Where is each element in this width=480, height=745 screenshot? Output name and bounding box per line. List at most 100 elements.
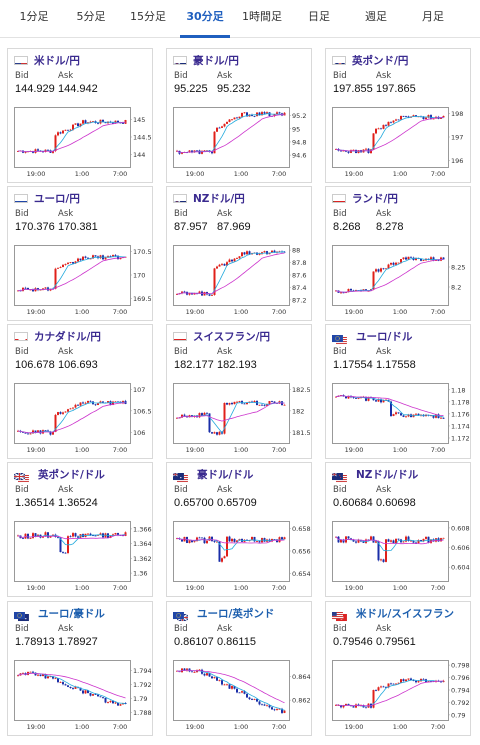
candle-body bbox=[392, 120, 395, 123]
bid-label: Bid bbox=[333, 485, 347, 495]
currency-pair[interactable]: NZドル/円 bbox=[193, 192, 245, 205]
candle-body bbox=[417, 540, 420, 543]
candle-body bbox=[57, 267, 59, 269]
x-tick-label: 1:00 bbox=[234, 723, 249, 731]
chart-frame bbox=[14, 660, 131, 721]
rate-card[interactable]: ランド/円 Bid Ask 8.268 8.278 8.25 8.2 19:00 1:00 7:0… bbox=[325, 186, 471, 321]
candle-body bbox=[188, 150, 191, 153]
candle-body bbox=[243, 403, 246, 405]
rate-card[interactable]: 豪ドル/円 Bid Ask 95.225 95.232 95.2 95 94.8 94.6 19:… bbox=[166, 48, 312, 183]
candle-body bbox=[79, 687, 82, 691]
candle-body bbox=[246, 693, 248, 698]
candle-body bbox=[340, 292, 342, 294]
bid-value: 197.855 bbox=[333, 83, 373, 95]
rate-card[interactable]: ユーロ/円 Bid Ask 170.376 170.381 170.5 170 169.5 19… bbox=[7, 186, 153, 321]
candle-body bbox=[22, 538, 24, 540]
candle-body bbox=[352, 539, 355, 542]
candle-body bbox=[57, 412, 59, 415]
currency-pair[interactable]: ランド/円 bbox=[352, 192, 398, 205]
candle-body bbox=[208, 294, 211, 296]
candle-body bbox=[191, 150, 193, 153]
x-tick-label: 1:00 bbox=[75, 446, 90, 454]
candle-body bbox=[228, 119, 231, 122]
candle-body bbox=[233, 258, 236, 262]
candle-body bbox=[266, 403, 268, 406]
rate-card[interactable]: 英ポンド/ドル Bid Ask 1.36514 1.36524 1.366 1.364 1.3… bbox=[7, 462, 153, 597]
candle-body bbox=[104, 257, 107, 260]
currency-pair[interactable]: ユーロ/円 bbox=[34, 192, 80, 205]
tab-5[interactable]: 1時間足 bbox=[242, 10, 282, 23]
candle-body bbox=[89, 121, 92, 123]
candle-body bbox=[17, 151, 19, 152]
y-tick-label: 88 bbox=[292, 247, 300, 255]
rate-card[interactable]: ユーロ/英ポンド Bid Ask 0.86107 0.86115 0.864 0.862 19… bbox=[166, 601, 312, 736]
candle-body bbox=[246, 251, 248, 255]
currency-pair[interactable]: スイスフラン/円 bbox=[193, 330, 271, 343]
bid-label: Bid bbox=[174, 347, 188, 357]
currency-pair[interactable]: 豪ドル/円 bbox=[193, 54, 239, 67]
rate-card[interactable]: 米ドル/円 Bid Ask 144.929 144.942 145 144.5 144 19:0… bbox=[7, 48, 153, 183]
ask-label: Ask bbox=[58, 347, 74, 357]
rate-card[interactable]: 米ドル/スイスフラン Bid Ask 0.79546 0.79561 0.798 0.796… bbox=[325, 601, 471, 736]
tab-8[interactable]: 月足 bbox=[422, 10, 444, 23]
y-tick-label: 198 bbox=[451, 110, 463, 118]
tab-7[interactable]: 週足 bbox=[365, 10, 387, 23]
tab-3[interactable]: 15分足 bbox=[130, 10, 166, 23]
currency-pair[interactable]: 豪ドル/ドル bbox=[197, 468, 254, 481]
rate-card[interactable]: ユーロ/ドル Bid Ask 1.17554 1.17558 1.18 1.178 1.176… bbox=[325, 324, 471, 459]
candle-body bbox=[29, 289, 32, 291]
currency-pair[interactable]: 英ポンド/ドル bbox=[38, 468, 105, 481]
candle-body bbox=[387, 683, 390, 688]
candle-body bbox=[213, 677, 216, 679]
currency-pair[interactable]: 米ドル/円 bbox=[34, 54, 80, 67]
candle-body bbox=[246, 402, 248, 405]
candle-body bbox=[92, 694, 94, 696]
candle-body bbox=[236, 117, 238, 119]
ask-value: 95.232 bbox=[217, 83, 251, 95]
timeframe-tabs: 1分足 5分足 15分足 30分足 1時間足 日足 週足 月足 bbox=[0, 0, 480, 38]
y-tick-label: 0.658 bbox=[292, 525, 311, 533]
candle-body bbox=[79, 258, 82, 261]
rate-card[interactable]: 豪ドル/ドル Bid Ask 0.65700 0.65709 0.658 0.656 0.65… bbox=[166, 462, 312, 597]
candle-body bbox=[402, 257, 405, 259]
currency-pair[interactable]: ユーロ/英ポンド bbox=[197, 607, 275, 620]
candle-body bbox=[442, 417, 445, 419]
rate-card[interactable]: ユーロ/豪ドル Bid Ask 1.78913 1.78927 1.794 1.792 1.7… bbox=[7, 601, 153, 736]
tab-4[interactable]: 30分足 bbox=[176, 10, 234, 38]
candle-body bbox=[114, 401, 117, 403]
currency-pair[interactable]: 英ポンド/円 bbox=[352, 54, 409, 67]
long-moving-average-line bbox=[335, 395, 444, 417]
tab-6[interactable]: 日足 bbox=[308, 10, 330, 23]
rate-card[interactable]: NZドル/ドル Bid Ask 0.60684 0.60698 0.608 0.606 0.6… bbox=[325, 462, 471, 597]
currency-pair[interactable]: ユーロ/ドル bbox=[356, 330, 413, 343]
candlestick-chart: 8.25 8.2 19:00 1:00 7:00 bbox=[332, 245, 465, 316]
rate-card[interactable]: カナダドル/円 Bid Ask 106.678 106.693 107 106.5 106 19… bbox=[7, 324, 153, 459]
candle-body bbox=[256, 541, 258, 542]
rate-card[interactable]: 英ポンド/円 Bid Ask 197.855 197.865 198 197 196 19:00… bbox=[325, 48, 471, 183]
currency-pair[interactable]: 米ドル/スイスフラン bbox=[356, 607, 455, 620]
candle-body bbox=[263, 251, 266, 253]
currency-pair[interactable]: NZドル/ドル bbox=[356, 468, 419, 481]
candle-body bbox=[94, 404, 97, 406]
bid-value: 95.225 bbox=[174, 83, 208, 95]
candle-body bbox=[395, 412, 397, 415]
tab-1[interactable]: 1分足 bbox=[19, 10, 49, 23]
candle-body bbox=[42, 288, 44, 290]
rate-card[interactable]: スイスフラン/円 Bid Ask 182.177 182.193 182.5 182 181.… bbox=[166, 324, 312, 459]
tab-2[interactable]: 5分足 bbox=[76, 10, 106, 23]
candle-body bbox=[22, 287, 24, 291]
candle-body bbox=[218, 680, 221, 682]
candle-body bbox=[248, 697, 251, 700]
candle-body bbox=[375, 269, 377, 272]
chart-frame bbox=[173, 383, 290, 444]
currency-pair[interactable]: ユーロ/豪ドル bbox=[38, 607, 105, 620]
candle-body bbox=[395, 119, 397, 121]
candle-body bbox=[402, 679, 405, 682]
candle-body bbox=[385, 124, 387, 126]
currency-pair[interactable]: カナダドル/円 bbox=[34, 330, 101, 343]
rate-card[interactable]: NZドル/円 Bid Ask 87.957 87.969 88 87.8 87.6 87.4 87… bbox=[166, 186, 312, 321]
x-tick-label: 1:00 bbox=[75, 170, 90, 178]
x-tick-label: 1:00 bbox=[75, 584, 90, 592]
candle-body bbox=[67, 409, 69, 412]
ask-value: 1.17558 bbox=[376, 359, 416, 371]
